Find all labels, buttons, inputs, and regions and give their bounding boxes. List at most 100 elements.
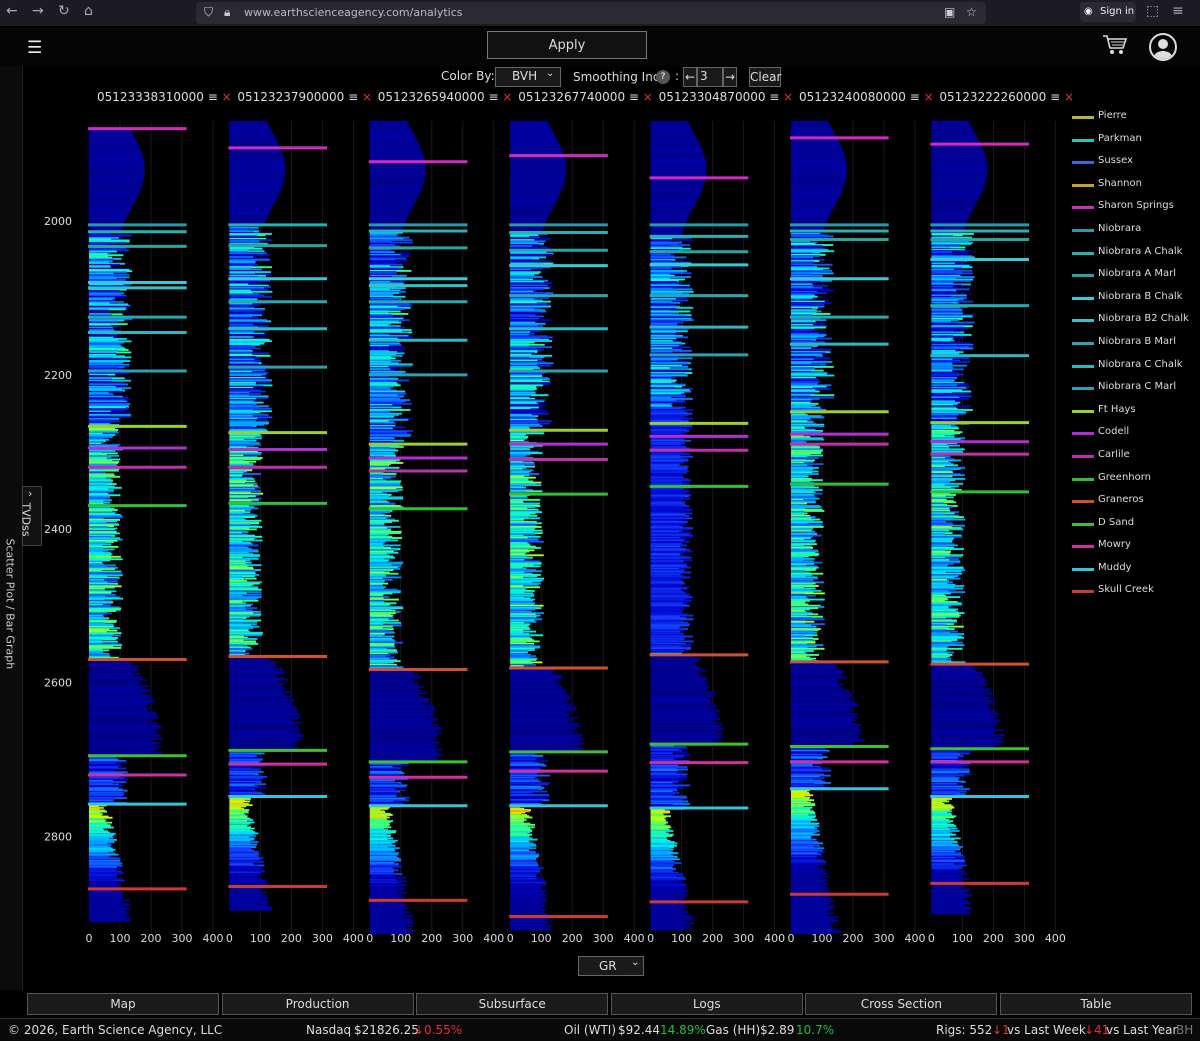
log-bar [931, 682, 986, 685]
well-menu-icon[interactable]: ≡ [344, 90, 362, 104]
y-axis-select[interactable]: › TVDss [20, 486, 42, 546]
well-menu-icon[interactable]: ≡ [203, 90, 222, 104]
log-bar [229, 678, 289, 681]
log-bar [931, 310, 961, 313]
remove-well-icon[interactable]: × [1063, 90, 1075, 104]
smoothing-decrement-button[interactable]: ← [683, 67, 697, 87]
log-bar [510, 267, 543, 270]
well-track[interactable]: 0 100 200 300 400 [507, 120, 645, 945]
log-bar [650, 477, 688, 480]
log-bar [229, 242, 268, 245]
log-bar [931, 583, 956, 586]
log-bar [650, 274, 675, 277]
log-bar [791, 233, 821, 235]
well-track[interactable]: 0 100 200 300 400 [226, 120, 364, 945]
curve-select[interactable]: GR ⌄ [578, 956, 644, 976]
forward-icon[interactable]: → [32, 3, 44, 19]
well-uwi[interactable]: 05123338310000 [97, 90, 204, 104]
log-bar [229, 575, 255, 578]
color-by-select[interactable]: BVH ⌄ [495, 67, 561, 87]
remove-well-icon[interactable]: × [923, 90, 934, 104]
well-menu-icon[interactable]: ≡ [1046, 90, 1064, 104]
well-menu-icon[interactable]: ≡ [484, 90, 503, 104]
clear-button[interactable]: Clear [749, 67, 781, 87]
log-bar [229, 412, 254, 415]
tab-subsurface[interactable]: Subsurface [416, 993, 609, 1015]
tab-cross-section[interactable]: Cross Section [805, 993, 998, 1015]
apply-button[interactable]: Apply [487, 31, 647, 59]
tab-map[interactable]: Map [27, 993, 219, 1015]
remove-well-icon[interactable]: × [361, 90, 373, 104]
home-icon[interactable]: ⌂ [84, 3, 93, 19]
help-icon[interactable]: ? [656, 70, 670, 84]
user-avatar-icon[interactable] [1149, 33, 1177, 61]
log-bar [229, 304, 260, 307]
log-bar [650, 634, 682, 637]
log-bar [369, 630, 394, 633]
browser-menu-icon[interactable]: ≡ [1172, 3, 1184, 19]
log-bar [89, 523, 120, 526]
well-uwi[interactable]: 05123304870000 [658, 90, 766, 104]
remove-well-icon[interactable]: × [642, 90, 653, 104]
remove-well-icon[interactable]: × [783, 90, 794, 104]
smoothing-increment-button[interactable]: → [723, 67, 737, 87]
log-bar [791, 196, 840, 198]
log-bar [650, 764, 679, 767]
well-track[interactable]: 0 100 200 300 400 [366, 120, 504, 945]
well-uwi[interactable]: 05123222260000 [939, 90, 1047, 104]
cart-icon[interactable] [1102, 34, 1128, 56]
log-bar [650, 493, 692, 496]
log-bar [369, 447, 390, 450]
log-bar [229, 804, 253, 807]
log-bar [229, 625, 260, 628]
well-track[interactable]: 0 100 200 300 400 [928, 120, 1066, 945]
log-bar [89, 846, 111, 849]
reader-mode-icon[interactable]: ▣ [944, 5, 956, 19]
log-bar [229, 586, 259, 589]
extensions-icon[interactable]: ⬚ [1146, 3, 1160, 19]
log-bar [510, 858, 536, 861]
log-bar [650, 342, 686, 345]
well-menu-icon[interactable]: ≡ [625, 90, 643, 104]
log-bar [89, 520, 118, 523]
log-bar [791, 822, 820, 825]
bookmark-star-icon[interactable]: ☆ [966, 5, 977, 19]
well-menu-icon[interactable]: ≡ [765, 90, 784, 104]
log-bar [650, 604, 690, 607]
remove-well-icon[interactable]: × [221, 90, 232, 104]
well-uwi[interactable]: 05123267740000 [518, 90, 626, 104]
tab-production[interactable]: Production [221, 993, 414, 1015]
tab-logs[interactable]: Logs [610, 993, 803, 1015]
reload-icon[interactable]: ↻ [58, 3, 70, 19]
hamburger-icon[interactable]: ☰ [27, 38, 43, 58]
well-track[interactable]: 0 100 200 300 400 [86, 120, 224, 945]
well-menu-icon[interactable]: ≡ [905, 90, 924, 104]
well-uwi[interactable]: 05123240080000 [799, 90, 906, 104]
log-bar [650, 804, 673, 807]
well-uwi[interactable]: 05123265940000 [377, 90, 485, 104]
log-bar [791, 633, 813, 635]
log-bar [229, 523, 251, 526]
log-bar [791, 394, 835, 397]
sign-in-button[interactable]: ◉ Sign in [1080, 2, 1136, 22]
log-bar [791, 583, 813, 586]
log-bar [89, 682, 140, 685]
log-bar [89, 808, 100, 811]
well-track[interactable]: 0 100 200 300 400 [647, 120, 785, 945]
address-bar[interactable]: ⛉ 🔒︎ www.earthscienceagency.com/analytic… [196, 2, 986, 24]
log-bar [510, 763, 545, 766]
tab-table[interactable]: Table [1000, 993, 1192, 1015]
well-uwi[interactable]: 05123237900000 [237, 90, 345, 104]
remove-well-icon[interactable]: × [502, 90, 513, 104]
log-bar [510, 587, 527, 590]
log-bar [510, 505, 541, 507]
log-bar [89, 253, 108, 255]
log-bar [229, 134, 274, 137]
back-icon[interactable]: ← [6, 3, 18, 19]
log-bar [369, 770, 403, 773]
well-track[interactable]: 0 100 200 300 400 [788, 120, 926, 945]
smoothing-input[interactable]: 3 [697, 67, 723, 87]
log-bar [510, 331, 531, 334]
log-bar [931, 234, 963, 237]
